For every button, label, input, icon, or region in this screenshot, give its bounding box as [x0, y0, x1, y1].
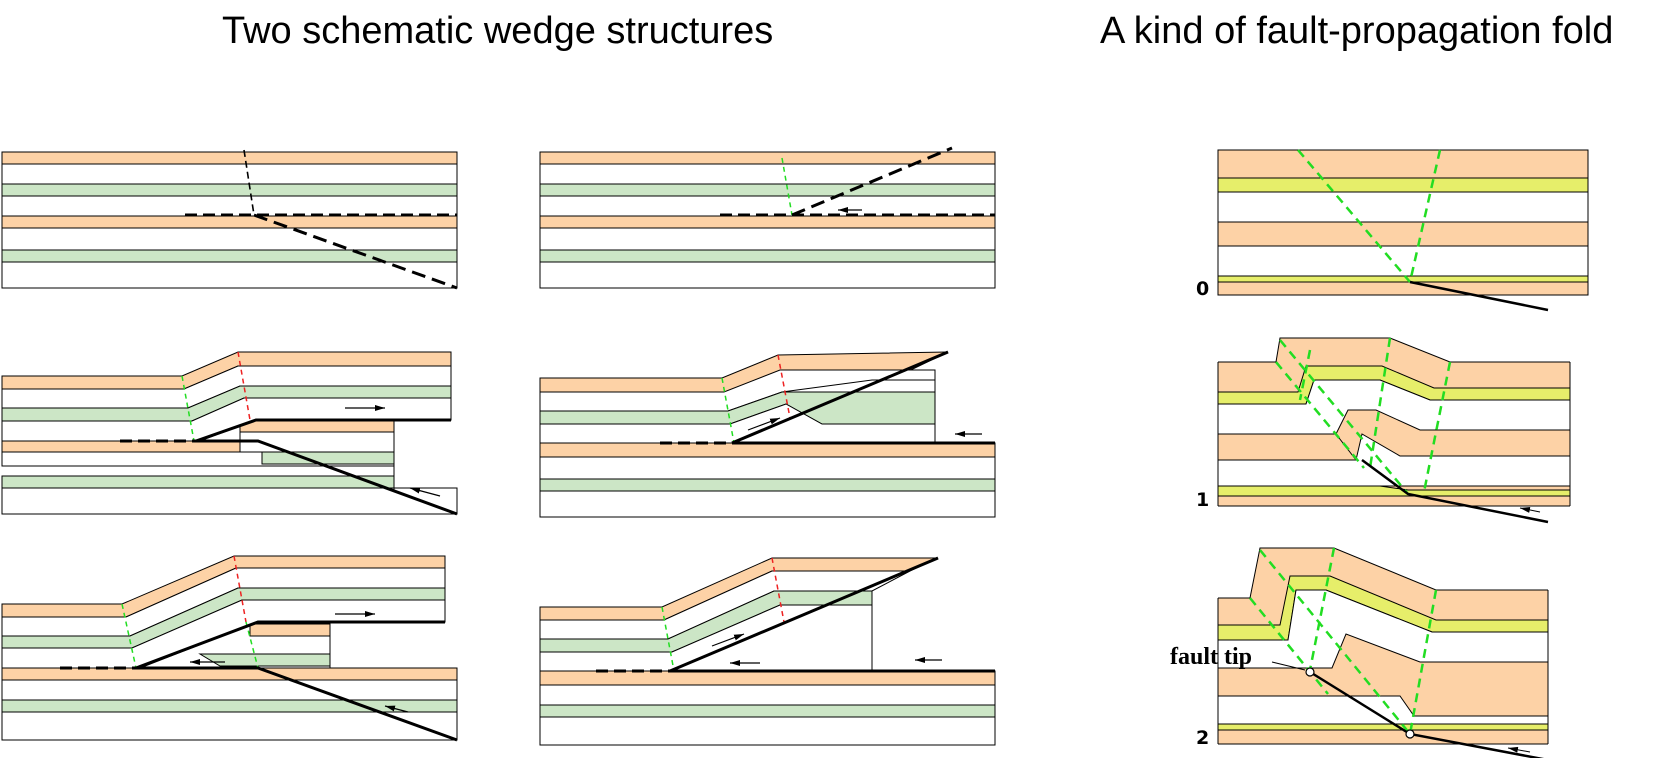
fold-stage-1	[1217, 337, 1571, 524]
left-title: Two schematic wedge structures	[222, 10, 774, 52]
right-title: A kind of fault-propagation fold	[1100, 10, 1614, 52]
fault-tip-marker	[1305, 667, 1315, 677]
wedge-b-stage-0	[539, 146, 996, 289]
wedge-b-stage-2	[539, 556, 996, 746]
fault-tip-label: fault tip	[1170, 644, 1252, 670]
stage-label-0: 0	[1196, 278, 1209, 300]
ramp-fault	[253, 213, 458, 290]
wedge-b-stage-1	[539, 350, 996, 518]
stage-label-2: 2	[1196, 727, 1209, 749]
wedge-a-stage-0	[1, 149, 458, 290]
fold-stage-2	[1217, 547, 1549, 758]
fold-stage-0	[1217, 149, 1589, 312]
fault-tip-marker-lower	[1405, 729, 1415, 739]
stage-label-1: 1	[1196, 489, 1209, 511]
wedge-a-stage-2	[1, 555, 458, 742]
wedge-a-stage-1	[1, 351, 458, 516]
